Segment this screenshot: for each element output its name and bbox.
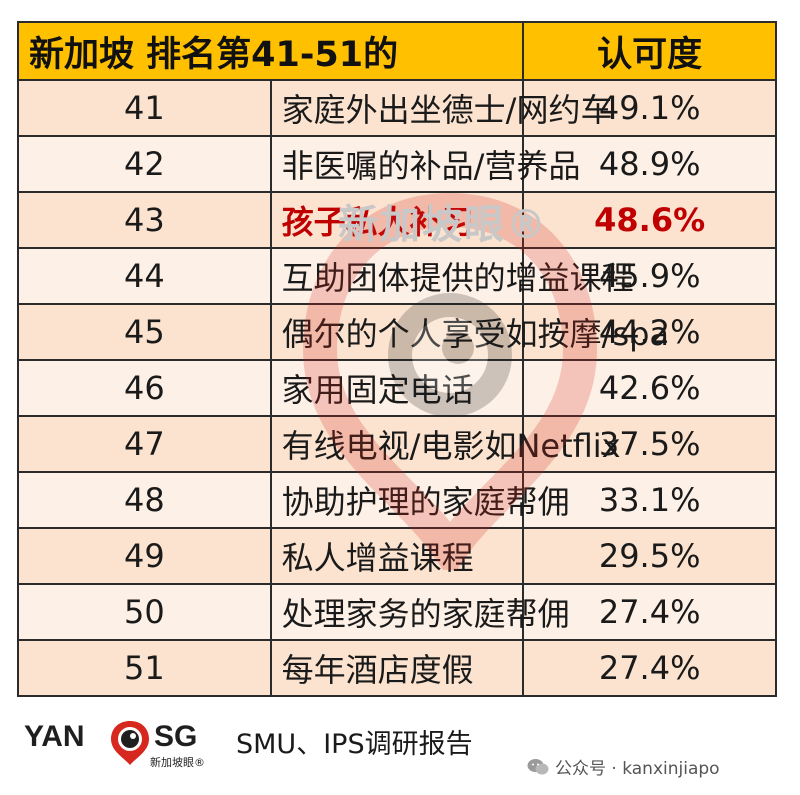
score-cell: 49.1% xyxy=(522,79,777,137)
score-cell: 42.6% xyxy=(522,359,777,417)
item-cell: 协助护理的家庭帮佣 xyxy=(269,471,570,529)
rank-cell: 47 xyxy=(17,415,272,473)
rank-cell: 46 xyxy=(17,359,272,417)
table-title: 新加坡 排名第41-51的 xyxy=(16,21,525,81)
item-cell: 每年酒店度假 xyxy=(269,639,525,697)
item-cell-highlighted: 孩子私人补习 xyxy=(269,191,525,249)
rank-cell: 50 xyxy=(17,583,272,641)
score-column-header: 认可度 xyxy=(522,21,777,81)
wechat-account: 公众号 · kanxinjiapo xyxy=(527,754,720,779)
rank-cell: 48 xyxy=(17,471,272,529)
source-text: SMU、IPS调研报告 xyxy=(236,729,473,760)
ranking-table: 新加坡 排名第41-51的 认可度 41 家庭外出坐德士/网约车 49.1% 4… xyxy=(16,21,777,697)
wechat-icon xyxy=(527,758,549,774)
table-row: 45 偶尔的个人享受如按摩/spa 44.2% xyxy=(17,303,777,361)
score-cell: 45.9% xyxy=(522,247,777,305)
table-row: 42 非医嘱的补品/营养品 48.9% xyxy=(17,135,777,193)
table-row: 51 每年酒店度假 27.4% xyxy=(17,639,777,697)
wechat-label: 公众号 · kanxinjiapo xyxy=(555,759,720,779)
rank-cell: 44 xyxy=(17,247,272,305)
eye-pin-icon xyxy=(111,721,149,765)
ranking-table-container: 新加坡 排名第41-51的 认可度 41 家庭外出坐德士/网约车 49.1% 4… xyxy=(16,21,777,697)
score-cell: 29.5% xyxy=(522,527,777,585)
rank-cell: 45 xyxy=(17,303,272,361)
rank-cell: 43 xyxy=(17,191,272,249)
table-row: 47 有线电视/电影如Netflix 37.5% xyxy=(17,415,777,473)
score-cell: 33.1% xyxy=(522,471,777,529)
item-cell: 处理家务的家庭帮佣 xyxy=(269,583,570,641)
table-row: 46 家用固定电话 42.6% xyxy=(17,359,777,417)
logo-text-right: SG xyxy=(154,720,198,753)
item-cell: 家用固定电话 xyxy=(269,359,525,417)
table-row: 48 协助护理的家庭帮佣 33.1% xyxy=(17,471,777,529)
score-cell: 37.5% xyxy=(522,415,777,473)
rank-cell: 49 xyxy=(17,527,272,585)
table-row-highlighted: 43 孩子私人补习 48.6% xyxy=(17,191,777,249)
score-cell-highlighted: 48.6% xyxy=(522,191,777,249)
logo-text-left: YAN xyxy=(24,720,85,753)
item-cell: 互助团体提供的增益课程 xyxy=(269,247,634,305)
rank-cell: 51 xyxy=(17,639,272,697)
item-cell: 家庭外出坐德士/网约车 xyxy=(269,79,612,137)
table-row: 44 互助团体提供的增益课程 45.9% xyxy=(17,247,777,305)
item-cell: 私人增益课程 xyxy=(269,527,525,585)
rank-cell: 41 xyxy=(17,79,272,137)
item-cell: 偶尔的个人享受如按摩/spa xyxy=(269,303,669,361)
logo-subtitle: 新加坡眼® xyxy=(150,756,205,769)
footer: YAN SG 新加坡眼® SMU、IPS调研报告 公众号 · kanxinjia… xyxy=(0,700,800,795)
table-row: 50 处理家务的家庭帮佣 27.4% xyxy=(17,583,777,641)
score-cell: 27.4% xyxy=(522,639,777,697)
table-header-row: 新加坡 排名第41-51的 认可度 xyxy=(16,21,777,81)
item-cell: 有线电视/电影如Netflix xyxy=(269,415,621,473)
score-cell: 48.9% xyxy=(522,135,777,193)
score-cell: 44.2% xyxy=(522,303,777,361)
brand-logo: YAN SG 新加坡眼® xyxy=(24,718,224,769)
rank-cell: 42 xyxy=(17,135,272,193)
score-cell: 27.4% xyxy=(522,583,777,641)
item-cell: 非医嘱的补品/营养品 xyxy=(269,135,580,193)
table-row: 49 私人增益课程 29.5% xyxy=(17,527,777,585)
table-row: 41 家庭外出坐德士/网约车 49.1% xyxy=(17,79,777,137)
